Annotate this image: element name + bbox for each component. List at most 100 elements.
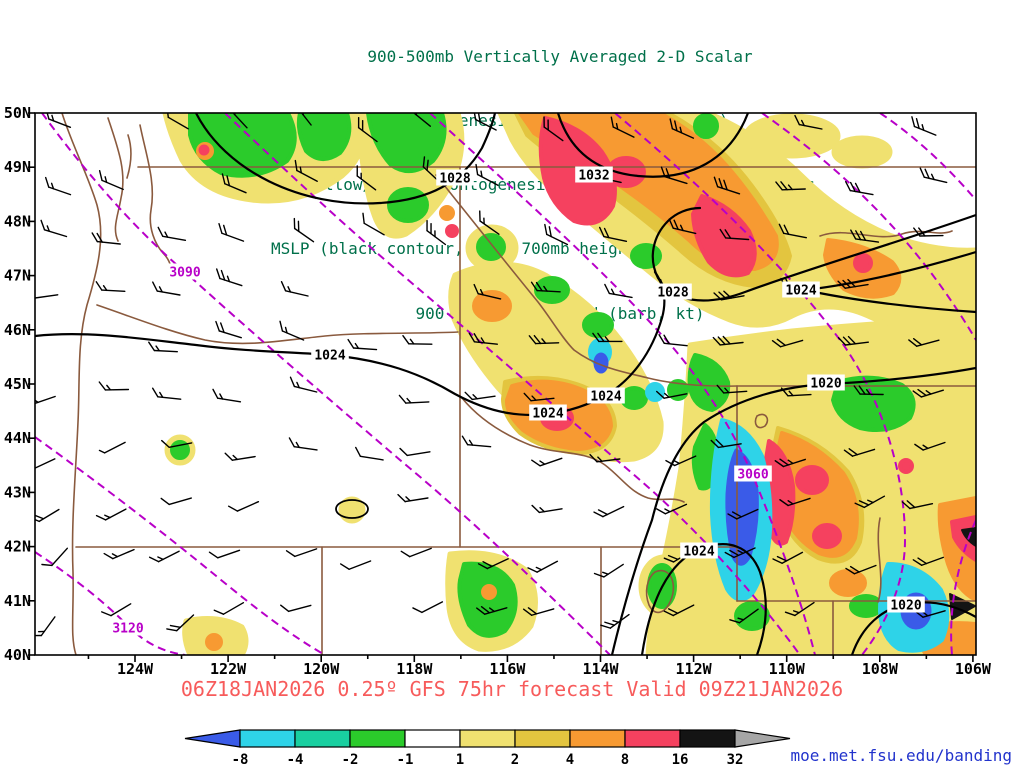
wind-barb [911,116,937,136]
wind-barb [845,180,874,196]
height-contour-label: 3060 [734,465,772,483]
lat-axis-label: 46N [4,321,31,339]
wind-barb [610,116,635,138]
colorbar-segment [514,729,571,748]
wind-barb [713,176,741,195]
wind-barb [44,176,72,196]
forecast-caption: 06Z18JAN2026 0.25º GFS 75hr forecast Val… [180,677,844,701]
wind-barb [724,547,756,559]
wind-barb [45,113,72,129]
lon-axis-label: 124W [117,660,154,678]
wind-barb [468,332,498,345]
wind-barb [850,229,880,243]
wind-barb [35,290,59,299]
lat-axis-labels: 50N 49N 48N 47N 46N 45N 44N 43N 42N 41N 40N [4,104,31,664]
wind-barb [663,604,695,617]
colorbar-tick-label: 8 [621,752,629,768]
wind-barb [660,166,688,185]
svg-text:1024: 1024 [683,545,714,560]
wind-barb [461,435,492,448]
colorbar-tick-label: 32 [727,752,744,768]
wind-barb [412,601,444,614]
wind-barb [843,448,876,457]
wind-barb [161,439,193,448]
wind-barb [778,223,807,239]
wind-barb [729,608,759,624]
wind-barb [523,392,555,402]
lat-axis-label: 41N [4,592,31,610]
wind-barb [426,219,447,246]
mslp-contour-label: 1024 [680,542,718,560]
mslp-contour-label: 1024 [529,404,567,422]
wind-barb [593,505,625,518]
wind-barb [710,438,742,449]
source-link[interactable]: moe.met.fsu.edu/banding [790,746,1012,765]
wind-barb [598,226,628,243]
svg-text:1020: 1020 [890,599,921,614]
wind-barb [151,387,182,400]
mslp-contour-label: 1028 [654,283,692,301]
svg-text:1024: 1024 [785,284,816,299]
wind-barb [224,452,256,461]
great-salt-lake [645,569,675,614]
lon-axis-labels: 124W 122W 120W 118W 116W 114W 112W 110W 108W 106W [117,660,992,678]
wind-barb [464,391,496,401]
wind-barb [280,280,309,297]
wind-barb [727,508,759,520]
wind-barb [213,602,245,615]
lon-axis-label: 120W [303,660,340,678]
wind-barb [912,556,944,566]
wind-barb [716,384,748,394]
wind-barb [775,181,806,191]
wind-barb [589,453,621,463]
height-contours-layer [35,113,976,655]
pacific-coastline [61,113,102,655]
wind-barb [543,116,564,142]
wind-barb [531,457,563,467]
lon-axis-label: 114W [582,660,619,678]
wind-barb [522,607,555,616]
wind-barb [712,335,744,346]
wind-barb [713,290,745,301]
wind-barb [784,601,815,617]
svg-text:1028: 1028 [439,172,470,187]
wind-barb [901,500,934,510]
wind-barb [845,564,877,575]
wind-barb [148,550,180,563]
axis-ticks [28,112,974,662]
wind-barb [357,116,378,143]
colorbar-right-arrow [734,729,791,748]
lat-axis-label: 49N [4,158,31,176]
lat-axis-label: 43N [4,483,31,501]
wind-barb [166,113,189,130]
colorbar-segment [459,729,516,748]
wind-barb [279,320,305,341]
svg-text:1024: 1024 [314,349,345,364]
wind-barb [399,447,431,457]
wind-barb [91,232,121,245]
wind-barb [285,548,318,558]
lon-axis-label: 108W [862,660,899,678]
wind-barb [531,504,563,514]
colorbar-segment [569,729,626,748]
wind-barb [294,159,318,183]
svg-text:1024: 1024 [532,407,563,422]
colorbar-segment [294,729,351,748]
wind-barb [719,228,750,241]
wind-barb [160,497,193,506]
wind-barb [215,268,243,287]
wind-barb [289,376,318,393]
wind-barb [227,501,260,512]
wind-barb [148,341,179,353]
wind-barb [473,283,502,300]
wind-barb [600,613,630,629]
wind-barb [152,281,181,296]
wind-barb [221,173,247,194]
columbia-river [96,304,459,345]
wind-barb [98,441,126,454]
wind-barb [656,390,688,399]
wind-barb [218,222,245,242]
wind-barb [157,226,187,242]
wind-barb [668,218,697,235]
